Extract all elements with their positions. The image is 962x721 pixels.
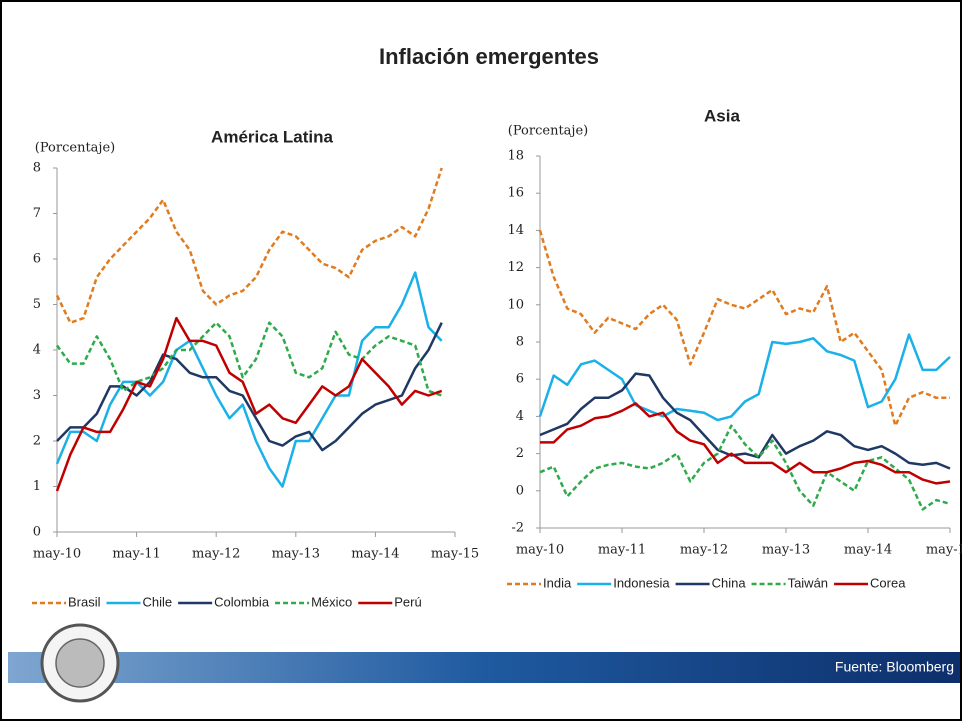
legend-label: Indonesia <box>613 575 670 590</box>
series-line <box>55 316 443 492</box>
y-tick-label: 16 <box>507 186 524 201</box>
footer-band <box>8 652 960 683</box>
series-line <box>55 321 443 397</box>
y-tick-label: 10 <box>507 297 524 312</box>
y-axis-label: (Porcentaje) <box>508 124 588 139</box>
series-line <box>538 230 950 427</box>
x-tick-label: may-15 <box>926 543 962 558</box>
x-tick-label: may-14 <box>351 547 399 562</box>
x-tick-label: may-14 <box>844 543 892 558</box>
x-tick-label: may-15 <box>431 547 479 562</box>
series-line <box>540 402 951 485</box>
y-tick-label: 6 <box>516 372 524 387</box>
legend-label: Taiwán <box>788 575 828 590</box>
y-tick-label: 8 <box>516 335 524 350</box>
series-line <box>55 167 443 324</box>
legend-label: Brasil <box>68 594 101 609</box>
chart-title: América Latina <box>211 127 333 146</box>
y-tick-label: 6 <box>33 252 41 267</box>
y-tick-label: 0 <box>33 525 41 540</box>
x-tick-label: may-10 <box>33 547 81 562</box>
y-tick-label: 8 <box>33 161 41 176</box>
y-tick-label: 5 <box>33 297 41 312</box>
footer-source: Fuente: Bloomberg <box>835 659 954 675</box>
legend-label: México <box>311 594 352 609</box>
y-axis-label: (Porcentaje) <box>35 141 115 156</box>
series-line <box>539 372 951 470</box>
y-tick-label: 7 <box>33 206 41 221</box>
y-tick-label: 14 <box>507 223 524 238</box>
y-tick-label: 4 <box>516 409 524 424</box>
legend-label: Chile <box>143 594 173 609</box>
x-tick-label: may-10 <box>516 543 564 558</box>
y-tick-label: 2 <box>516 446 524 461</box>
y-tick-label: 2 <box>33 434 41 449</box>
y-tick-label: 12 <box>507 260 524 275</box>
y-tick-label: -2 <box>511 521 524 536</box>
legend-label: Corea <box>870 575 906 590</box>
y-tick-label: 4 <box>33 343 41 358</box>
y-tick-label: 3 <box>33 388 41 403</box>
legend-label: Colombia <box>214 594 270 609</box>
x-tick-label: may-11 <box>598 543 646 558</box>
logo-inner <box>55 638 105 688</box>
y-tick-label: 18 <box>507 149 524 164</box>
x-tick-label: may-11 <box>112 547 160 562</box>
y-tick-label: 1 <box>33 479 41 494</box>
x-tick-label: may-13 <box>272 547 320 562</box>
x-tick-label: may-12 <box>680 543 728 558</box>
series-line <box>538 333 951 422</box>
legend-label: India <box>543 575 572 590</box>
legend-label: Perú <box>394 594 421 609</box>
slide-title: Inflación emergentes <box>379 44 599 69</box>
series-line <box>539 424 951 511</box>
x-tick-label: may-13 <box>762 543 810 558</box>
chart-title: Asia <box>704 106 740 125</box>
x-tick-label: may-12 <box>192 547 240 562</box>
legend-label: China <box>712 575 747 590</box>
y-tick-label: 0 <box>516 483 524 498</box>
